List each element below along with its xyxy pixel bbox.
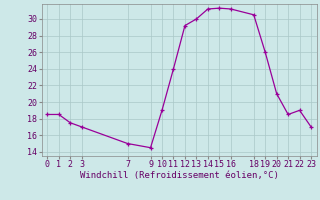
X-axis label: Windchill (Refroidissement éolien,°C): Windchill (Refroidissement éolien,°C) <box>80 171 279 180</box>
